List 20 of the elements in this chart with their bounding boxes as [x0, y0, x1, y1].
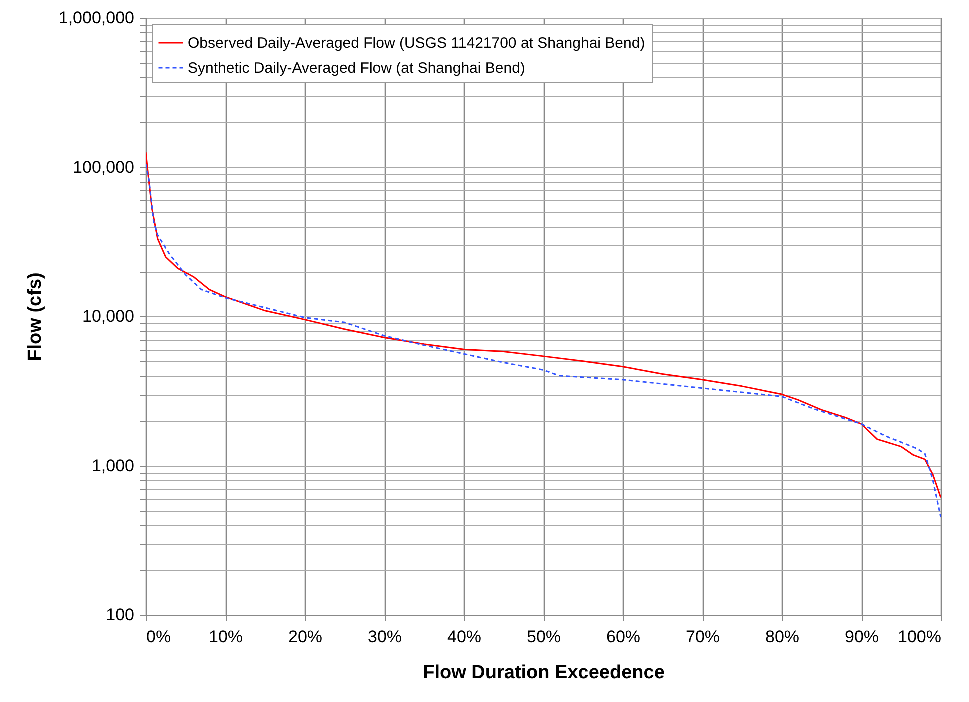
x-tick-label: 90%: [844, 628, 880, 646]
x-tick-label: 100%: [898, 628, 942, 646]
x-tick-label: 60%: [606, 628, 641, 646]
x-axis-title: Flow Duration Exceedence: [423, 662, 665, 684]
x-tick-label: 40%: [447, 628, 482, 646]
x-tick-label: 80%: [765, 628, 800, 646]
x-tick-label: 30%: [368, 628, 402, 646]
x-tick-label: 20%: [288, 628, 323, 646]
y-axis-title: Flow (cfs): [24, 272, 46, 362]
legend-label: Synthetic Daily-Averaged Flow (at Shanghai Bend): [188, 60, 526, 77]
legend-label: Observed Daily-Averaged Flow (USGS 11421700 at Shanghai Bend): [188, 35, 646, 52]
x-tick-label: 70%: [686, 628, 720, 646]
y-tick-label: 1,000: [92, 456, 134, 476]
y-tick-label: 1,000,000: [58, 8, 134, 28]
y-tick-label: 100,000: [73, 158, 134, 177]
y-tick-label: 100: [106, 606, 134, 624]
x-tick-label: 0%: [146, 628, 172, 646]
x-tick-label: 10%: [208, 628, 244, 646]
x-tick-label: 50%: [526, 628, 562, 646]
y-tick-label: 10,000: [82, 307, 134, 326]
